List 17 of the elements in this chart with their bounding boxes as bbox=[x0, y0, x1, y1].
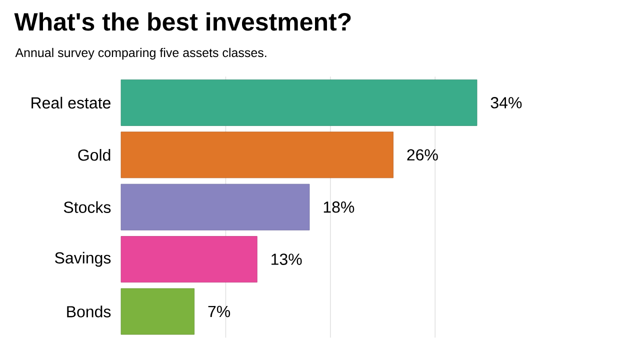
data-label: 26% bbox=[407, 149, 438, 161]
bar bbox=[120, 80, 478, 126]
data-label: 34% bbox=[490, 97, 522, 108]
bar bbox=[120, 184, 310, 230]
bar bbox=[120, 236, 258, 282]
bar bbox=[120, 288, 194, 335]
chart-title: What's the best investment? bbox=[14, 12, 351, 31]
data-label: 7% bbox=[208, 306, 230, 318]
y-tick-label: Stocks bbox=[64, 201, 111, 213]
y-tick-label: Real estate bbox=[32, 96, 110, 109]
bar bbox=[120, 132, 394, 178]
data-label: 18% bbox=[324, 201, 354, 213]
chart-subtitle: Annual survey comparing five assets classes. bbox=[15, 48, 266, 60]
data-label: 13% bbox=[272, 254, 302, 265]
y-tick-label: Gold bbox=[78, 149, 110, 161]
y-tick-label: Savings bbox=[55, 252, 111, 267]
y-tick-label: Bonds bbox=[67, 306, 111, 318]
